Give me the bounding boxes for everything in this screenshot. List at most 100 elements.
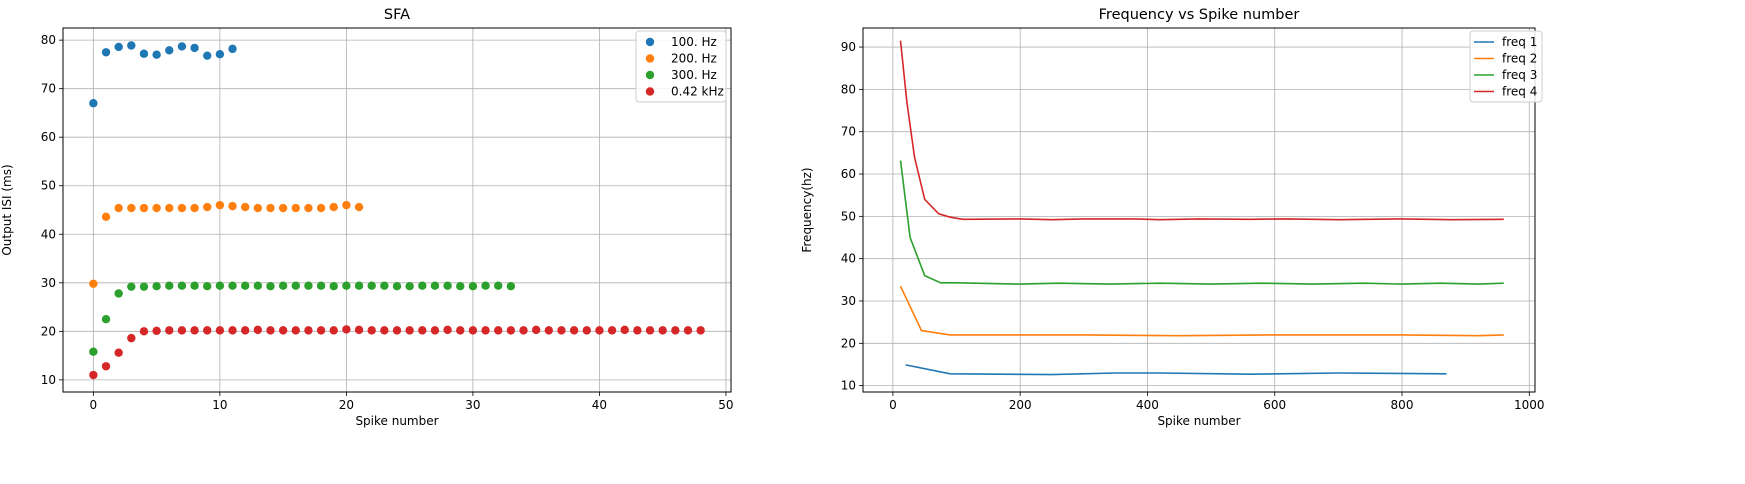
x-tick-label: 400 bbox=[1136, 398, 1159, 412]
data-point bbox=[266, 326, 275, 335]
data-point bbox=[190, 326, 199, 335]
x-tick-label: 20 bbox=[339, 398, 354, 412]
data-point bbox=[671, 326, 680, 335]
data-point bbox=[177, 326, 187, 335]
data-point bbox=[139, 203, 149, 213]
data-point bbox=[215, 50, 225, 59]
data-point bbox=[152, 281, 161, 291]
data-point bbox=[329, 202, 338, 212]
data-point bbox=[380, 326, 389, 335]
data-point bbox=[177, 42, 187, 51]
data-point bbox=[595, 326, 604, 335]
data-point bbox=[89, 347, 98, 356]
y-tick-label: 40 bbox=[41, 227, 56, 241]
y-tick-label: 80 bbox=[41, 33, 56, 47]
legend: freq 1 freq 2 freq 3 freq 4 bbox=[1469, 30, 1543, 103]
data-point bbox=[696, 326, 705, 335]
data-point bbox=[165, 46, 174, 55]
x-axis-label: Spike number bbox=[1157, 414, 1240, 428]
data-point bbox=[253, 203, 263, 213]
data-point bbox=[190, 43, 199, 53]
data-point bbox=[443, 281, 452, 290]
axes-frame bbox=[862, 27, 1536, 393]
data-point bbox=[114, 289, 123, 298]
data-point bbox=[101, 212, 111, 221]
data-point bbox=[683, 326, 693, 335]
data-point bbox=[114, 42, 123, 52]
data-point bbox=[101, 362, 111, 371]
data-point bbox=[304, 281, 313, 290]
data-point bbox=[165, 326, 174, 335]
data-point bbox=[569, 326, 579, 335]
data-point bbox=[316, 326, 326, 335]
data-point bbox=[342, 200, 351, 210]
plot-area bbox=[899, 40, 1504, 376]
data-point bbox=[481, 281, 490, 290]
legend-label: 0.42 kHz bbox=[671, 85, 724, 99]
data-point bbox=[329, 281, 338, 291]
data-point bbox=[506, 281, 516, 291]
x-tick-label: 0 bbox=[90, 398, 98, 412]
series-line bbox=[899, 40, 1504, 221]
data-point bbox=[240, 326, 250, 335]
y-axis-label: Frequency(hz) bbox=[800, 167, 814, 252]
data-point bbox=[481, 326, 490, 335]
data-point bbox=[152, 50, 161, 59]
x-tick-label: 30 bbox=[465, 398, 480, 412]
legend-label: freq 2 bbox=[1502, 52, 1537, 66]
data-point bbox=[392, 281, 402, 291]
data-point bbox=[139, 282, 149, 291]
data-point bbox=[607, 326, 617, 335]
series-line bbox=[905, 364, 1447, 376]
series-line bbox=[899, 285, 1504, 337]
data-point bbox=[468, 326, 478, 335]
data-point bbox=[89, 370, 98, 380]
data-point bbox=[418, 326, 427, 335]
data-point bbox=[253, 325, 263, 335]
data-point bbox=[342, 325, 351, 334]
y-tick-label: 10 bbox=[841, 379, 856, 393]
legend-label: freq 1 bbox=[1502, 35, 1537, 49]
data-point bbox=[278, 203, 288, 213]
y-tick-label: 80 bbox=[841, 82, 856, 96]
data-point bbox=[139, 327, 149, 336]
data-point bbox=[316, 203, 326, 213]
data-point bbox=[228, 281, 237, 290]
y-tick-label: 60 bbox=[41, 130, 56, 144]
data-point bbox=[418, 281, 427, 290]
data-point bbox=[215, 200, 225, 210]
legend-marker bbox=[645, 54, 655, 63]
data-point bbox=[240, 202, 250, 212]
y-tick-label: 70 bbox=[841, 125, 856, 139]
x-tick-label: 600 bbox=[1263, 398, 1286, 412]
data-point bbox=[519, 326, 528, 335]
data-point bbox=[266, 281, 275, 291]
legend-marker bbox=[645, 70, 655, 80]
data-point bbox=[228, 326, 237, 335]
data-point bbox=[114, 348, 123, 357]
x-tick-label: 50 bbox=[718, 398, 733, 412]
data-point bbox=[304, 326, 313, 335]
data-point bbox=[405, 326, 414, 335]
data-point bbox=[190, 281, 199, 290]
data-point bbox=[658, 326, 667, 335]
data-point bbox=[165, 203, 174, 213]
data-point bbox=[392, 326, 402, 335]
axes-frame bbox=[62, 27, 732, 393]
data-point bbox=[228, 44, 237, 54]
y-tick-label: 50 bbox=[841, 209, 856, 223]
legend-label: freq 4 bbox=[1502, 85, 1537, 99]
data-point bbox=[329, 326, 338, 335]
data-point bbox=[127, 41, 136, 50]
data-point bbox=[620, 325, 629, 335]
data-point bbox=[203, 51, 212, 60]
x-tick-label: 200 bbox=[1009, 398, 1032, 412]
data-point bbox=[152, 326, 161, 336]
x-tick-label: 0 bbox=[889, 398, 897, 412]
data-point bbox=[456, 281, 465, 291]
data-point bbox=[367, 326, 376, 335]
legend-label: freq 3 bbox=[1502, 68, 1537, 82]
legend-marker bbox=[645, 87, 655, 96]
data-point bbox=[430, 326, 440, 335]
